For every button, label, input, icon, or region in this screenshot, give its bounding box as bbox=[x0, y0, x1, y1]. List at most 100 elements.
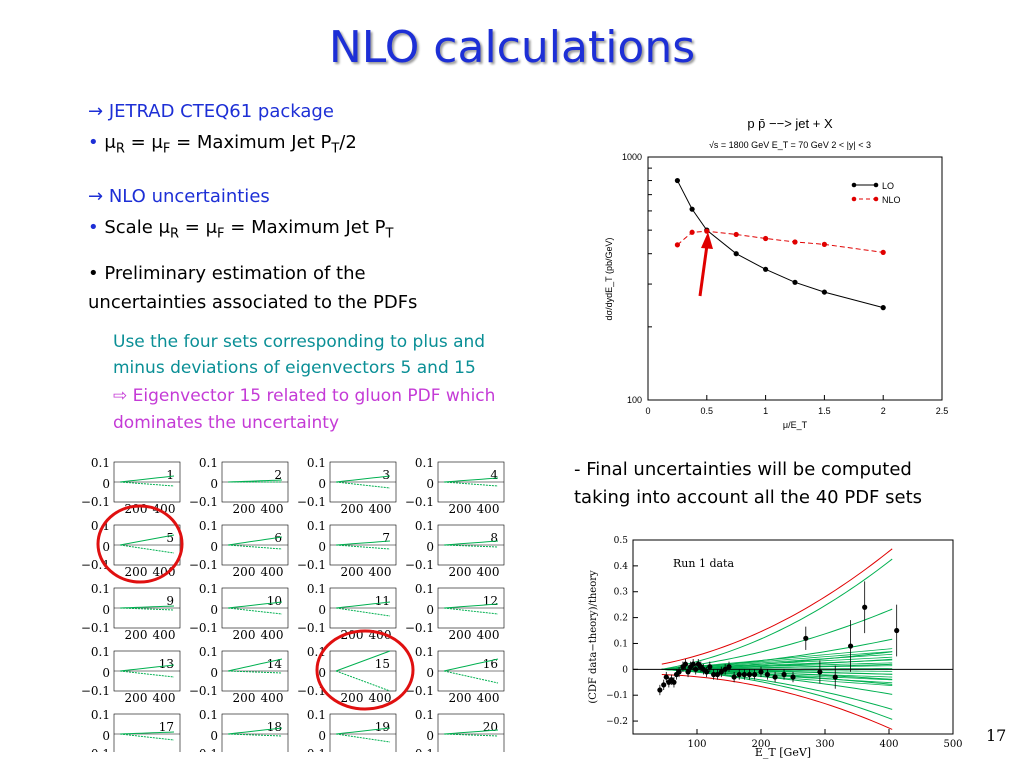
panel-number: 7 bbox=[382, 531, 390, 545]
data-point bbox=[790, 674, 796, 680]
chart1-legend: LO NLO bbox=[851, 181, 901, 205]
panel-xtick-label: 200 bbox=[449, 691, 472, 705]
panel-xtick-label: 200 bbox=[341, 502, 364, 516]
panel-plus-curve bbox=[119, 534, 175, 546]
panel-xtick-label: 200 bbox=[341, 565, 364, 579]
panel-ytick-label: 0 bbox=[210, 540, 218, 554]
panel-number: 14 bbox=[267, 657, 283, 671]
panel-minus-curve bbox=[443, 607, 499, 615]
panel-xtick-label: 400 bbox=[153, 502, 176, 516]
panel-ytick-label: −0.1 bbox=[405, 621, 434, 635]
chart2-ytick-label: 0.1 bbox=[614, 639, 628, 649]
pdf-set-line bbox=[661, 558, 893, 670]
data-point bbox=[704, 669, 710, 675]
jetrad-line: → JETRAD CTEQ61 package bbox=[88, 101, 334, 122]
outline-arrow-icon: ⇨ bbox=[113, 386, 128, 406]
panel-plus-curve bbox=[119, 731, 175, 735]
panel-ytick-label: 0.1 bbox=[91, 645, 110, 659]
data-point bbox=[817, 669, 823, 675]
panel-ytick-label: −0.1 bbox=[82, 747, 110, 752]
panel-ytick-label: 0 bbox=[318, 729, 326, 743]
data-point bbox=[707, 664, 713, 670]
series-lo-point bbox=[792, 279, 798, 285]
panel-xtick-label: 400 bbox=[477, 565, 500, 579]
panel-minus-curve bbox=[335, 607, 391, 617]
panel-ytick-label: 0 bbox=[210, 729, 218, 743]
panel-xtick-label: 400 bbox=[261, 628, 284, 642]
panel-ytick-label: −0.1 bbox=[405, 747, 434, 752]
data-point bbox=[764, 671, 770, 678]
data-point bbox=[657, 687, 663, 693]
data-point bbox=[714, 671, 721, 678]
outer-band-lower bbox=[661, 674, 893, 730]
panel-plus-curve bbox=[443, 540, 499, 546]
jetrad-text: JETRAD CTEQ61 package bbox=[108, 101, 334, 122]
data-point bbox=[758, 669, 764, 675]
panel-number: 16 bbox=[483, 657, 498, 671]
panel-xtick-label: 200 bbox=[233, 691, 256, 705]
scale-line: • Scale μR = μF = Maximum Jet PT bbox=[88, 217, 394, 242]
chart2-title: Run 1 data bbox=[673, 557, 734, 570]
panel-number: 15 bbox=[375, 657, 390, 671]
chart2-ytick-label: 0 bbox=[622, 665, 628, 675]
panel-ytick-label: 0 bbox=[102, 477, 110, 491]
panel-xtick-label: 400 bbox=[477, 628, 500, 642]
series-lo-point bbox=[880, 305, 886, 311]
teal-line-1: Use the four sets corresponding to plus … bbox=[113, 332, 486, 352]
preliminary-line-1: • Preliminary estimation of the bbox=[88, 263, 366, 284]
chart2-xtick-label: 500 bbox=[943, 739, 962, 750]
panel-ytick-label: −0.1 bbox=[189, 684, 218, 698]
panel-12: 0.1 0 −0.1 200 400 12 bbox=[405, 582, 505, 642]
panel-minus-curve bbox=[119, 544, 175, 554]
chart2-ylabel: (CDF data−theory)/theory bbox=[588, 570, 599, 704]
page-title: NLO calculations bbox=[328, 22, 696, 73]
nlo-uncertainties-line: → NLO uncertainties bbox=[88, 186, 270, 207]
panel-xtick-label: 200 bbox=[125, 628, 148, 642]
panel-xtick-label: 400 bbox=[369, 691, 392, 705]
panel-ytick-label: 0 bbox=[210, 603, 218, 617]
data-point bbox=[848, 643, 854, 649]
panel-plus-curve bbox=[335, 650, 391, 672]
right-arrow-icon: → bbox=[88, 101, 104, 122]
panel-ytick-label: −0.1 bbox=[297, 621, 326, 635]
panel-ytick-label: 0.1 bbox=[307, 519, 326, 533]
panel-ytick-label: 0 bbox=[426, 477, 434, 491]
highlight-circle-5 bbox=[96, 504, 184, 584]
panel-ytick-label: 0 bbox=[426, 540, 434, 554]
series-nlo-point bbox=[821, 241, 827, 247]
panel-minus-curve bbox=[227, 607, 283, 615]
panel-xtick-label: 200 bbox=[341, 691, 364, 705]
panel-ytick-label: 0 bbox=[210, 666, 218, 680]
data-point bbox=[894, 627, 900, 634]
data-point bbox=[726, 664, 732, 670]
series-nlo-point bbox=[689, 229, 695, 235]
series-nlo-point bbox=[880, 249, 886, 255]
chart2-xlabel: E_T [GeV] bbox=[755, 746, 811, 759]
chart1-ytick-label: 1000 bbox=[622, 152, 642, 162]
panel-18: 0.10−0.120040018 bbox=[189, 708, 289, 752]
panel-ytick-label: 0 bbox=[210, 477, 218, 491]
data-point bbox=[772, 674, 778, 680]
panel-plus-curve bbox=[335, 727, 391, 735]
data-point bbox=[690, 661, 696, 667]
pdf-set-line bbox=[661, 668, 893, 678]
chart2-ytick-label: 0.5 bbox=[614, 536, 629, 546]
pdf-set-line bbox=[661, 651, 893, 670]
series-nlo-point bbox=[792, 239, 798, 245]
panel-plus-curve bbox=[119, 475, 175, 483]
panel-3: 0.1 0 −0.1 200 400 3 bbox=[297, 456, 397, 516]
panel-ytick-label: 0.1 bbox=[199, 645, 218, 659]
pdf-set-line bbox=[661, 668, 893, 720]
data-point bbox=[781, 671, 787, 678]
panel-plus-curve bbox=[119, 605, 175, 609]
panel-number: 18 bbox=[267, 720, 282, 734]
panel-number: 4 bbox=[490, 468, 498, 482]
panel-xtick-label: 200 bbox=[233, 565, 256, 579]
panel-ytick-label: 0.1 bbox=[307, 456, 326, 470]
panel-ytick-label: 0 bbox=[318, 477, 326, 491]
panel-xtick-label: 400 bbox=[477, 502, 500, 516]
panel-ytick-label: 0 bbox=[102, 729, 110, 743]
panel-xtick-label: 400 bbox=[261, 502, 284, 516]
chart1-title: p p̄ −−> jet + X bbox=[747, 116, 833, 131]
